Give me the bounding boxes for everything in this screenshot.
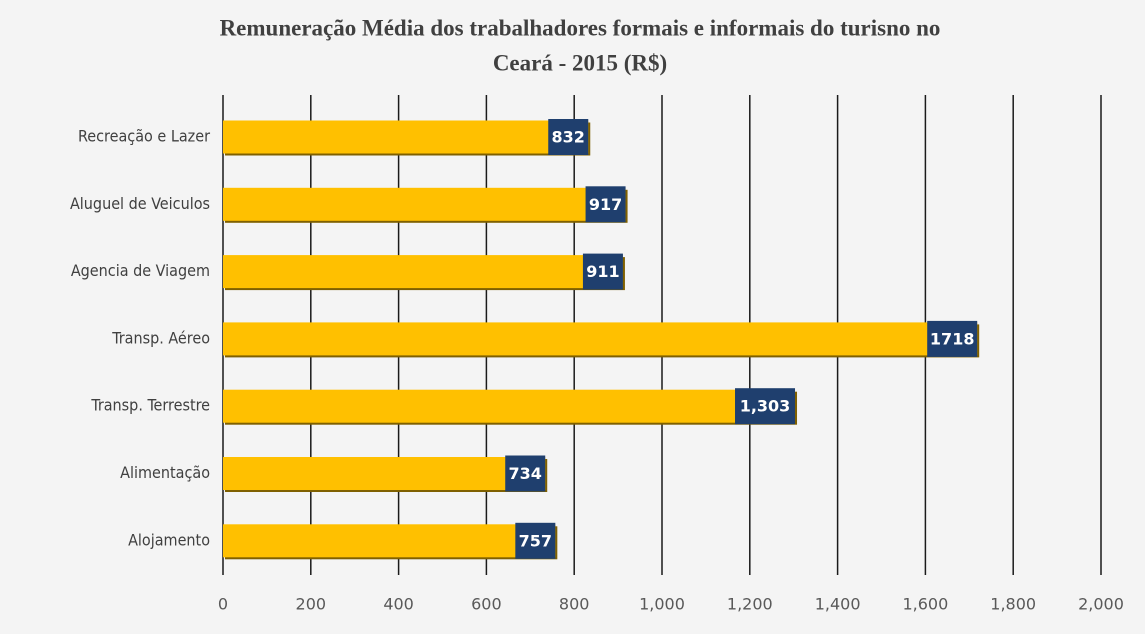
x-tick-label: 1,200	[727, 595, 773, 614]
value-label: 1,303	[740, 397, 791, 416]
value-label-box	[582, 253, 623, 290]
y-tick-label: Alimentação	[120, 463, 210, 482]
value-label: 1718	[930, 329, 975, 348]
value-label-box	[548, 119, 589, 155]
x-tick-label: 800	[559, 595, 590, 614]
x-tick-label: 0	[218, 595, 228, 614]
x-tick-label: 1,400	[815, 595, 861, 614]
x-tick-label: 1,000	[639, 595, 685, 614]
chart-title: Remuneração Média dos trabalhadores form…	[220, 15, 941, 40]
y-tick-label: Aluguel de Veiculos	[70, 194, 210, 213]
chart-title: Ceará - 2015 (R$)	[493, 50, 667, 75]
x-tick-label: 400	[383, 595, 414, 614]
value-label-box	[505, 455, 546, 492]
bar	[223, 187, 626, 221]
bar	[223, 457, 546, 490]
bar	[223, 524, 556, 558]
bar	[223, 255, 623, 289]
bar	[223, 322, 978, 356]
y-tick-label: Transp. Terrestre	[90, 396, 210, 415]
value-label: 917	[589, 195, 622, 214]
x-tick-label: 1,800	[990, 595, 1036, 614]
x-tick-label: 600	[471, 595, 502, 614]
y-tick-label: Agencia de Viagem	[71, 261, 210, 280]
value-label: 911	[586, 262, 619, 281]
x-tick-label: 1,600	[902, 595, 948, 614]
value-label-box	[927, 320, 978, 357]
value-label: 832	[552, 128, 585, 147]
value-label-box	[515, 522, 556, 559]
value-label: 757	[519, 531, 552, 550]
bar	[223, 389, 796, 423]
y-tick-label: Alojamento	[128, 530, 210, 549]
y-tick-label: Recreação e Lazer	[78, 127, 210, 146]
value-label-box	[735, 388, 796, 425]
x-tick-label: 200	[296, 595, 327, 614]
x-tick-label: 2,000	[1078, 595, 1124, 614]
y-tick-label: Transp. Aéreo	[111, 328, 210, 347]
value-label-box	[585, 186, 626, 223]
bar	[223, 120, 589, 154]
value-label: 734	[509, 464, 542, 483]
